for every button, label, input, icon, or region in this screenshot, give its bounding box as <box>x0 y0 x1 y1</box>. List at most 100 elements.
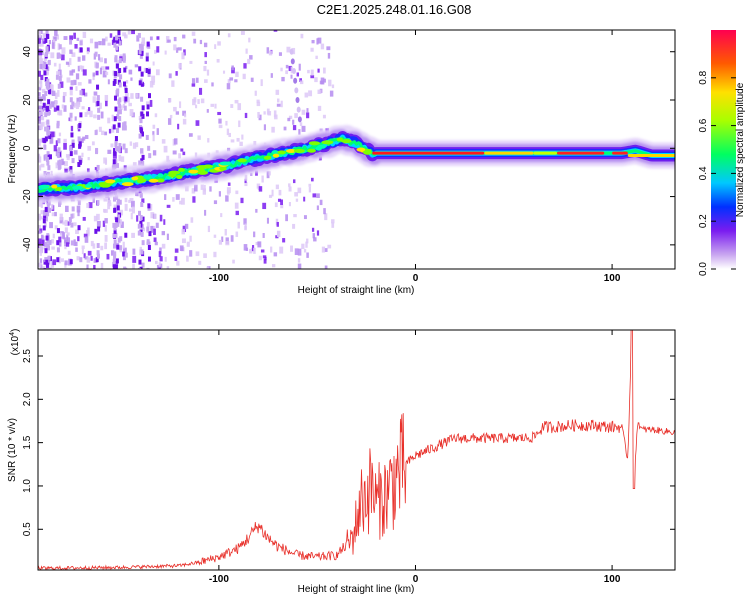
spectrogram-noise-cell <box>306 252 309 258</box>
spectrogram-streak-cell <box>46 84 50 90</box>
spectrogram-noise-cell <box>104 131 108 136</box>
spectrogram-noise-cell <box>214 44 217 50</box>
colorbar-gradient <box>711 30 736 269</box>
spectrogram-streak-cell <box>139 266 143 269</box>
spectrogram-noise-cell <box>51 90 56 96</box>
spectrogram-streak-cell <box>124 148 128 154</box>
spectrogram-noise-cell <box>39 246 43 254</box>
spectrogram-noise-cell <box>55 34 59 40</box>
spectrogram-noise-cell <box>82 55 86 61</box>
spectrogram-streak-cell <box>114 136 118 142</box>
spectrogram-noise-cell <box>253 140 257 146</box>
spectrogram-streak-cell <box>115 217 119 223</box>
spectrogram-noise-cell <box>186 241 190 247</box>
spectrogram-streak-cell <box>112 264 116 269</box>
spectrogram-noise-cell <box>174 248 179 253</box>
spectrogram-noise-cell <box>108 128 112 134</box>
spectrogram-noise-cell <box>297 263 302 269</box>
spectrogram-streak-cell <box>122 53 126 59</box>
spectrogram-noise-cell <box>252 245 255 252</box>
spectrogram-streak-cell <box>78 141 82 147</box>
spectrogram-noise-cell <box>104 218 108 224</box>
spectrogram-noise-cell <box>294 248 299 256</box>
spectrogram-streak-cell <box>147 145 151 151</box>
spectrogram-noise-cell <box>38 92 41 97</box>
spectrogram-noise-cell <box>100 66 105 71</box>
spectrogram-noise-cell <box>152 124 156 129</box>
spectrogram-noise-cell <box>81 65 85 72</box>
spectrogram-peak-blob <box>55 187 62 192</box>
spectrogram-noise-cell <box>124 34 128 39</box>
spectrogram-core-band <box>372 151 485 155</box>
spectrogram-noise-cell <box>194 152 198 158</box>
spectrogram-noise-cell <box>135 191 139 197</box>
spectrogram-noise-cell <box>74 116 77 121</box>
spectrogram-noise-cell <box>294 192 299 197</box>
spectrogram-noise-cell <box>270 73 273 78</box>
spectrogram-streak-cell <box>43 170 47 176</box>
spectrogram-streak-cell <box>69 169 73 175</box>
spectrogram-noise-cell <box>195 104 198 109</box>
spectrogram-streak-cell <box>47 245 51 251</box>
spectrogram-streak-cell <box>45 46 49 52</box>
spectrogram-streak-cell <box>114 106 118 112</box>
spectrogram-streak-cell <box>138 133 142 139</box>
spectrogram-noise-cell <box>141 37 146 45</box>
spectrogram-noise-cell <box>86 257 91 263</box>
spectrogram-noise-cell <box>139 246 142 252</box>
colorbar-tick-label: 0.4 <box>698 166 709 180</box>
spectrogram-streak-cell <box>48 240 52 246</box>
spectrogram-noise-cell <box>104 234 108 242</box>
spectrogram-noise-cell <box>154 49 157 54</box>
spectrogram-streak-cell <box>69 146 73 152</box>
spectrogram-noise-cell <box>64 219 68 227</box>
spectrogram-noise-cell <box>293 214 297 218</box>
spectrogram-streak-cell <box>147 245 151 251</box>
spectrogram-noise-cell <box>179 200 182 205</box>
spectrogram-noise-cell <box>276 221 279 227</box>
spectrogram-noise-cell <box>215 150 219 154</box>
spectrogram-streak-cell <box>113 228 117 234</box>
spectrogram-streak-cell <box>95 257 99 263</box>
spectrogram-noise-cell <box>271 126 275 133</box>
spectrogram-noise-cell <box>61 158 64 166</box>
spectrogram-noise-cell <box>49 222 53 229</box>
spectrogram-noise-cell <box>39 81 43 88</box>
spectrogram-streak-cell <box>140 48 144 54</box>
spectrogram-streak-cell <box>115 258 119 264</box>
spectrogram-noise-cell <box>189 250 193 257</box>
spectrogram-noise-cell <box>234 99 239 104</box>
spectrogram-noise-cell <box>316 205 319 211</box>
spectrogram-streak-cell <box>45 81 49 87</box>
spectrogram-peak-blob <box>272 153 280 158</box>
spectrogram-streak-cell <box>56 247 60 253</box>
spectrogram-noise-cell <box>86 203 90 208</box>
spectrogram-noise-cell <box>166 155 170 163</box>
colorbar-tick-label: 0.0 <box>698 262 709 276</box>
spectrogram-noise-cell <box>218 239 223 245</box>
spectrogram-streak-cell <box>117 30 121 36</box>
spectrogram-noise-cell <box>38 86 42 91</box>
spectrogram-noise-cell <box>69 115 73 122</box>
spectrogram-noise-cell <box>153 237 157 242</box>
spectrogram-streak-cell <box>113 207 117 213</box>
spectrogram-noise-cell <box>172 197 175 202</box>
spectrogram-noise-cell <box>204 209 207 216</box>
spectrogram-noise-cell <box>69 35 74 41</box>
spectrogram-noise-cell <box>132 255 137 263</box>
spectrogram-noise-cell <box>237 103 242 111</box>
spectrogram-noise-cell <box>86 47 90 53</box>
spectrogram-noise-cell <box>150 225 154 233</box>
spectrogram-noise-cell <box>51 239 54 244</box>
spectrogram-x-tick-label: 0 <box>413 273 419 284</box>
spectrogram-noise-cell <box>193 97 197 103</box>
spectrogram-streak-cell <box>44 112 48 118</box>
spectrogram-noise-cell <box>43 155 46 161</box>
spectrogram-streak-cell <box>95 147 99 153</box>
spectrogram-noise-cell <box>82 216 86 221</box>
spectrogram-streak-cell <box>140 81 144 87</box>
spectrogram-noise-cell <box>260 249 265 253</box>
spectrogram-streak-cell <box>118 68 122 74</box>
spectrogram-noise-cell <box>197 99 200 104</box>
spectrogram-x-label: Height of straight line (km) <box>298 285 415 296</box>
